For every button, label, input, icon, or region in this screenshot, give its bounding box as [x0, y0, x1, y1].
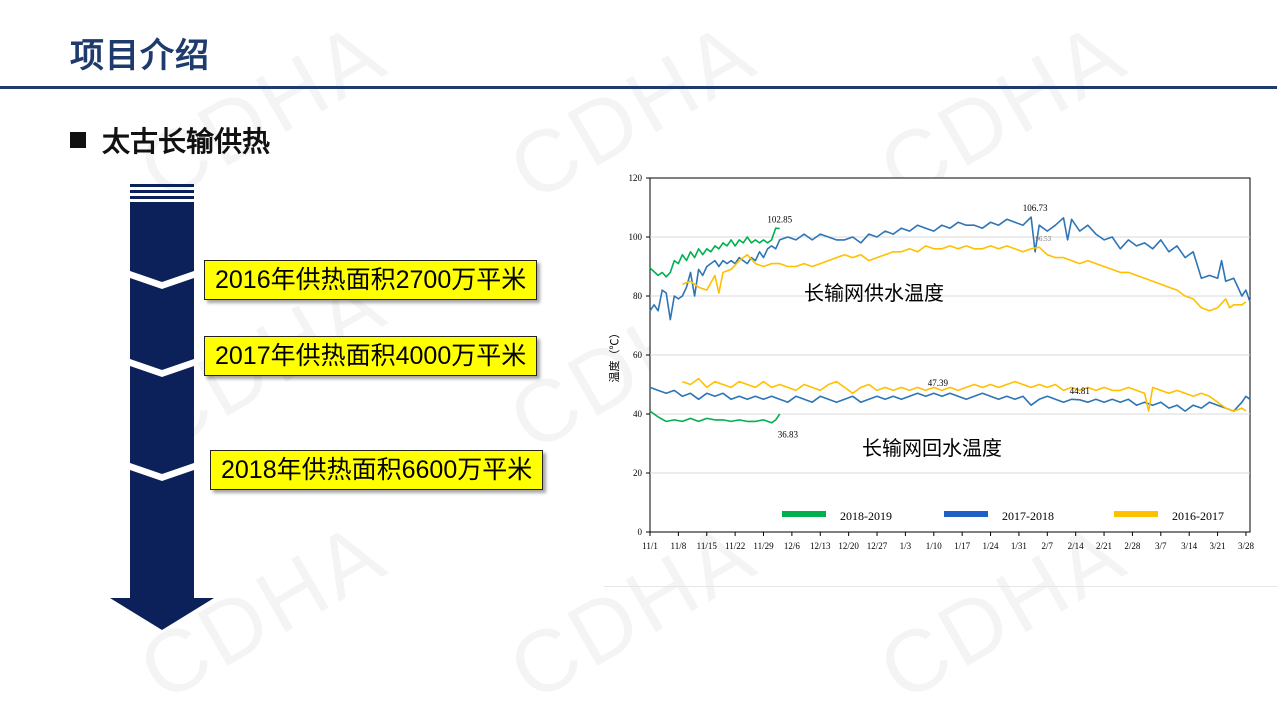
series-line-2017-2018-supply	[649, 216, 1251, 321]
x-tick-label: 12/27	[867, 541, 888, 551]
return-temperature-label: 长输网回水温度	[862, 436, 1002, 460]
legend-label: 2017-2018	[1002, 509, 1054, 523]
chart-bottom-divider	[604, 586, 1277, 587]
x-tick-label: 2/14	[1068, 541, 1085, 551]
x-tick-label: 11/15	[697, 541, 718, 551]
x-tick-label: 3/21	[1210, 541, 1226, 551]
y-axis-label: 温度（℃）	[607, 328, 621, 383]
y-tick-label: 80	[633, 291, 643, 301]
series-line-2017-2018-return	[649, 386, 1251, 412]
x-tick-label: 11/22	[725, 541, 745, 551]
timeline-label-2016: 2016年供热面积2700万平米	[204, 260, 538, 300]
x-tick-label: 11/29	[753, 541, 774, 551]
x-tick-label: 3/28	[1238, 541, 1255, 551]
x-tick-label: 2/7	[1042, 541, 1054, 551]
series-line-2016-2017-return	[682, 377, 1247, 412]
x-tick-label: 1/3	[900, 541, 912, 551]
y-tick-label: 0	[638, 527, 643, 537]
data-label: 106.73	[1023, 203, 1048, 213]
x-tick-label: 2/28	[1124, 541, 1141, 551]
section-heading: 太古长输供热	[70, 120, 270, 160]
data-label: 44.81	[1070, 386, 1090, 396]
legend-swatch	[944, 511, 988, 517]
data-label: 96.53	[1035, 235, 1051, 243]
x-tick-label: 1/10	[926, 541, 943, 551]
x-tick-label: 2/21	[1096, 541, 1112, 551]
series-line-2018-2019-supply	[649, 227, 780, 278]
page-title: 项目介绍	[70, 36, 210, 76]
data-label: 47.39	[928, 378, 949, 388]
legend-swatch	[782, 511, 826, 517]
x-tick-label: 1/24	[983, 541, 1000, 551]
x-tick-label: 1/17	[954, 541, 971, 551]
timeline-arrow	[110, 184, 214, 630]
y-tick-label: 100	[629, 232, 643, 242]
x-tick-label: 3/7	[1155, 541, 1167, 551]
y-tick-label: 120	[629, 173, 643, 183]
square-bullet-icon	[70, 132, 86, 148]
timeline	[108, 184, 218, 638]
legend-label: 2018-2019	[840, 509, 892, 523]
timeline-label-2017: 2017年供热面积4000万平米	[204, 336, 538, 376]
x-tick-label: 12/13	[810, 541, 831, 551]
supply-temperature-label: 长输网供水温度	[804, 281, 944, 305]
timeline-label-2018: 2018年供热面积6600万平米	[210, 450, 544, 490]
x-tick-label: 11/1	[642, 541, 658, 551]
y-tick-label: 60	[633, 350, 643, 360]
legend-swatch	[1114, 511, 1158, 517]
x-tick-label: 11/8	[671, 541, 687, 551]
y-tick-label: 40	[633, 409, 643, 419]
data-label: 36.83	[778, 429, 799, 439]
x-tick-label: 3/14	[1181, 541, 1198, 551]
title-divider	[0, 86, 1277, 89]
temperature-chart: 0 20 40 60 80 100 120 11/1 11/8 11/15 11/22 11/29 12…	[604, 168, 1277, 588]
series-line-2018-2019-return	[649, 410, 781, 424]
y-tick-label: 20	[633, 468, 643, 478]
x-tick-label: 12/20	[838, 541, 859, 551]
series-line-2016-2017-supply	[682, 245, 1247, 312]
x-tick-label: 12/6	[784, 541, 801, 551]
section-title: 太古长输供热	[102, 125, 271, 158]
data-label: 102.85	[767, 215, 792, 225]
temperature-line-chart: 0 20 40 60 80 100 120 11/1 11/8 11/15 11/22 11/29 12…	[607, 173, 1255, 551]
legend-label: 2016-2017	[1172, 509, 1224, 523]
x-tick-label: 1/31	[1011, 541, 1027, 551]
